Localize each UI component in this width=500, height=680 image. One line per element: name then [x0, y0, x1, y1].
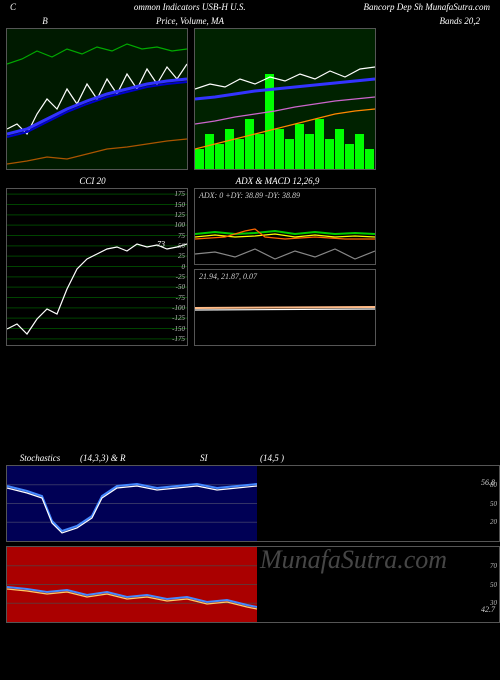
row2-charts: 1751501251007550250-25-50-75-100-125-150…	[0, 188, 500, 346]
title-stoch-params: (14,3,3) & R	[80, 453, 200, 463]
header-right: Bancorp Dep Sh MunafaSutra.com	[364, 2, 490, 12]
title-b: B	[0, 16, 90, 26]
chart-price-volume	[194, 28, 376, 170]
chart-bollinger	[6, 28, 188, 170]
title-price: Price, Volume, MA	[90, 16, 290, 26]
chart-rsi: 70503042.7	[6, 546, 500, 623]
title-rsi: SI	[200, 453, 260, 463]
spacer	[0, 346, 500, 451]
chart-stochastics: 80502056.8	[6, 465, 500, 542]
chart-macd: 21.94, 21.87, 0.07	[194, 269, 376, 346]
title-stoch: Stochastics	[0, 453, 80, 463]
header-left: C	[10, 2, 16, 12]
page-header: C ommon Indicators USB-H U.S. Bancorp De…	[0, 0, 500, 14]
row1-charts	[0, 28, 500, 170]
header-center: ommon Indicators USB-H U.S.	[134, 2, 246, 12]
chart-cci: 1751501251007550250-25-50-75-100-125-150…	[6, 188, 188, 346]
title-cci: CCI 20	[0, 176, 185, 186]
chart-adx: ADX: 0 +DY: 38.89 -DY: 38.89	[194, 188, 376, 265]
row3-titles: Stochastics (14,3,3) & R SI (14,5 )	[0, 451, 500, 465]
title-adx-macd: ADX & MACD 12,26,9	[185, 176, 370, 186]
row2-titles: CCI 20 ADX & MACD 12,26,9	[0, 174, 500, 188]
row1-titles: B Price, Volume, MA Bands 20,2	[0, 14, 500, 28]
title-rsi-params: (14,5 )	[260, 453, 500, 463]
title-bands: Bands 20,2	[290, 16, 500, 26]
